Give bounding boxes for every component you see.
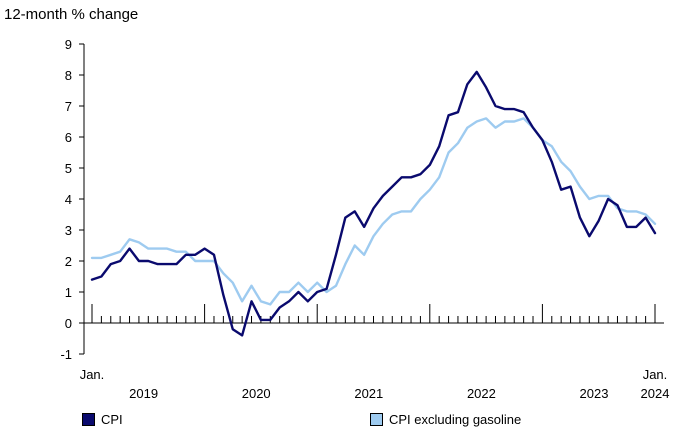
plot-frame: [83, 44, 664, 354]
x-year-label: 2020: [242, 386, 271, 401]
x-year-label: 2019: [129, 386, 158, 401]
x-year-label: 2022: [467, 386, 496, 401]
x-axis-end-label-year: 2024: [641, 386, 670, 401]
y-tick-label: 9: [65, 37, 72, 52]
legend-swatch-cpi-excluding-gasoline: [370, 413, 383, 426]
x-axis-end-label-month: Jan.: [643, 367, 668, 382]
legend-label-cpi: CPI: [101, 412, 123, 427]
y-axis-tick-labels: -1 0 1 2 3 4 5 6 7 8 9: [60, 37, 84, 362]
legend-item-cpi-excluding-gasoline: CPI excluding gasoline: [370, 412, 521, 427]
y-tick-label: 2: [65, 254, 72, 269]
y-tick-label: 4: [65, 192, 72, 207]
x-axis-ticks: [91, 304, 656, 323]
x-axis-year-labels: 2019 2020 2021 2022 2023: [129, 386, 608, 401]
legend-item-cpi: CPI: [82, 412, 123, 427]
y-axis-title: 12-month % change: [4, 6, 138, 23]
y-tick-label: 6: [65, 130, 72, 145]
legend-label-cpi-excluding-gasoline: CPI excluding gasoline: [389, 412, 522, 427]
y-tick-label: 0: [65, 316, 72, 331]
y-tick-label: 1: [65, 285, 72, 300]
legend-swatch-cpi: [82, 413, 95, 426]
x-year-label: 2023: [580, 386, 609, 401]
series-line-cpi: [90, 70, 657, 337]
y-tick-label: 5: [65, 161, 72, 176]
series-lines: [90, 70, 657, 337]
x-year-label: 2021: [354, 386, 383, 401]
y-tick-label: 7: [65, 99, 72, 114]
x-axis-start-label: Jan.: [80, 367, 105, 382]
y-tick-label: -1: [60, 347, 72, 362]
y-tick-label: 8: [65, 68, 72, 83]
y-tick-label: 3: [65, 223, 72, 238]
series-line-cpi-excluding-gasoline: [90, 117, 657, 306]
